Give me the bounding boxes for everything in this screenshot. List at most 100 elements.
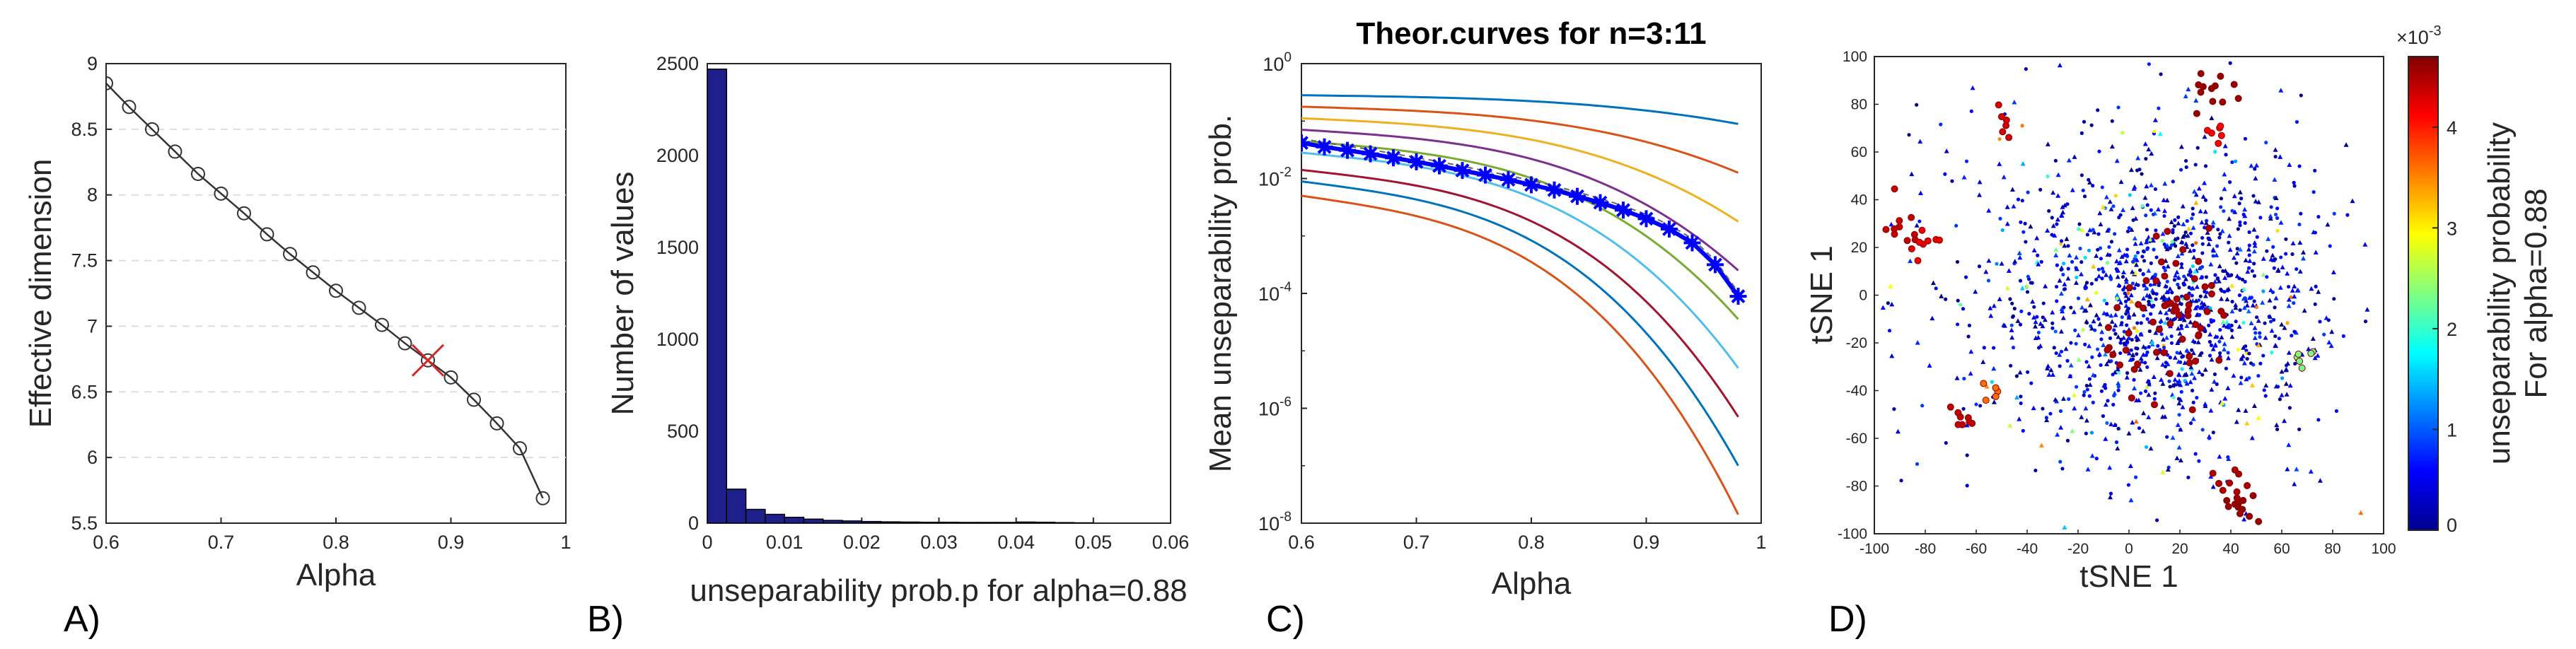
panel-d-point <box>2270 252 2275 258</box>
panel-d-point <box>2070 428 2075 433</box>
panel-d-point <box>2139 391 2143 395</box>
panel-d-point <box>2191 255 2197 259</box>
panel-d-point <box>2105 421 2109 425</box>
panel-d-cluster-point <box>2255 518 2263 525</box>
panel-b-bar <box>823 520 843 523</box>
panel-d-point <box>2142 283 2146 287</box>
panel-d-point <box>2031 315 2037 320</box>
panel-d-point <box>2084 320 2089 325</box>
panel-d-point <box>2084 360 2089 364</box>
panel-c-ytick-exp: -2 <box>1280 165 1292 180</box>
panel-d-point <box>2087 177 2091 182</box>
panel-d-point <box>2256 318 2261 323</box>
panel-d-point <box>2140 428 2146 433</box>
panel-d-point <box>2014 394 2020 400</box>
panel-d-point <box>2193 298 2199 303</box>
panel-a-point <box>398 336 412 351</box>
panel-d-point <box>2192 248 2196 253</box>
panel-d-point <box>2182 274 2186 279</box>
panel-c-xtick-label: 0.7 <box>1403 532 1430 553</box>
panel-d-point <box>1954 223 1959 228</box>
panel-c-empirical-point <box>1339 141 1356 159</box>
panel-d-point <box>2000 228 2004 233</box>
panel-d-cluster-point <box>1914 257 1922 264</box>
panel-d-point <box>2100 267 2104 271</box>
panel-d-point <box>2273 154 2278 159</box>
panel-d-point <box>2329 329 2335 334</box>
panel-d-point <box>2123 291 2127 296</box>
panel-d-point <box>2079 173 2084 177</box>
panel-b-bar <box>726 489 747 523</box>
panel-d-point <box>2193 163 2198 167</box>
panel-d-point <box>2172 224 2176 228</box>
panel-d-cluster-point <box>1966 418 1973 426</box>
panel-d-cluster-point <box>2178 335 2186 343</box>
colorbar-tick-label: 4 <box>2447 117 2457 139</box>
panel-b-ytick-label: 500 <box>667 421 699 442</box>
panel-d-point <box>2124 375 2130 380</box>
panel-d-point <box>2292 184 2297 188</box>
panel-c-ytick-base: 10 <box>1258 169 1280 190</box>
panel-d-point <box>2363 320 2368 324</box>
panel-d-point <box>2090 355 2094 359</box>
panel-d-point <box>2249 382 2255 387</box>
panel-d-point <box>2258 335 2262 339</box>
panel-d-point <box>2103 402 2108 407</box>
panel-d-point <box>2176 400 2182 406</box>
panel-d-point <box>2244 421 2250 426</box>
panel-d-point <box>2178 144 2184 149</box>
panel-d-point <box>2125 307 2130 312</box>
panel-a-ytick-label: 7.5 <box>71 250 98 271</box>
panel-d-point <box>1964 159 1969 163</box>
panel-d-point <box>2290 288 2295 293</box>
panel-d-point <box>2149 312 2153 316</box>
panel-d-point <box>2074 266 2078 270</box>
panel-d-point <box>2149 261 2153 265</box>
panel-d-point <box>2233 302 2239 308</box>
panel-d-cluster-point <box>2205 224 2212 232</box>
panel-d-point <box>2117 215 2121 220</box>
panel-d-point <box>2083 283 2089 288</box>
panel-d-point <box>2222 209 2226 214</box>
panel-d-point <box>2034 235 2040 240</box>
panel-d-point <box>2207 339 2212 344</box>
panel-d-point <box>2144 183 2149 189</box>
panel-d-point <box>2301 250 2307 255</box>
panel-d-point <box>1934 286 1938 291</box>
panel-d-point <box>2135 328 2140 333</box>
panel-c-series-line <box>1301 180 1739 467</box>
panel-d-point <box>2215 335 2220 339</box>
panel-d-point <box>2047 209 2051 213</box>
panel-d-point <box>2239 375 2244 380</box>
panel-d-point <box>2258 331 2262 335</box>
panel-d-point <box>2009 187 2015 192</box>
panel-d-cluster-point <box>1999 128 2007 136</box>
panel-d-point <box>2145 293 2150 298</box>
panel-d-point <box>2159 377 2164 382</box>
panel-d-point <box>2085 387 2089 392</box>
panel-d-point <box>2331 269 2336 275</box>
panel-d-point <box>2078 246 2082 251</box>
panel-d-point <box>2070 259 2075 264</box>
panel-d-point <box>2278 154 2283 159</box>
panel-d-point <box>2219 287 2223 292</box>
panel-c-series-line <box>1301 194 1739 515</box>
panel-d-point <box>2265 249 2269 253</box>
panel-d-point <box>2246 266 2251 270</box>
panel-d-point <box>1909 171 1915 177</box>
panel-b-xtick-label: 0.02 <box>843 532 881 553</box>
panel-d-point <box>2071 309 2077 315</box>
panel-d-point <box>2116 296 2122 302</box>
panel-d-point <box>2227 180 2232 185</box>
panel-a-xtick-label: 0.6 <box>93 532 120 553</box>
panel-d-point <box>2241 345 2246 350</box>
panel-d-point <box>2060 315 2066 320</box>
panel-d-point <box>2036 330 2041 334</box>
panel-d-point <box>1955 322 1960 327</box>
panel-d-point <box>2275 268 2281 273</box>
panel-d-point <box>2152 397 2157 401</box>
panel-d-point <box>2178 168 2183 172</box>
panel-d-point <box>2314 284 2318 288</box>
panel-d-point <box>2105 301 2109 306</box>
